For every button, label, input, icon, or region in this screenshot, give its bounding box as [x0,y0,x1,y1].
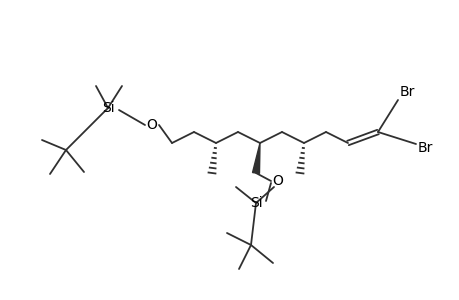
Text: O: O [146,118,157,132]
Text: Si: Si [249,196,262,210]
Polygon shape [252,143,259,173]
Text: Br: Br [399,85,414,99]
Text: Br: Br [417,141,432,155]
Text: O: O [272,174,283,188]
Text: Si: Si [101,101,114,115]
